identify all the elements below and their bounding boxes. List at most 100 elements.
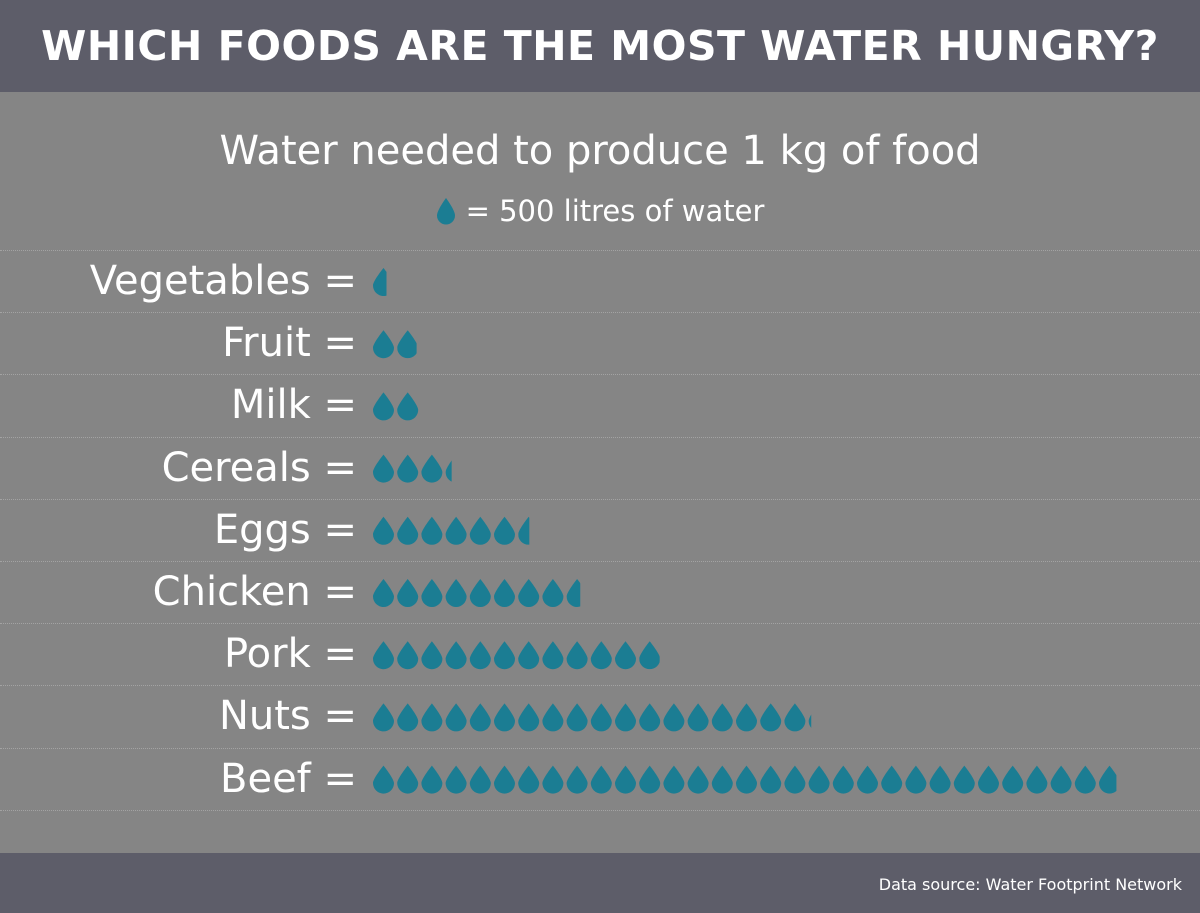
category-label: Nuts = bbox=[218, 693, 357, 740]
category-label: Pork = bbox=[223, 631, 357, 678]
drop-row-cereals bbox=[373, 454, 452, 483]
water-drop-icon bbox=[397, 392, 419, 421]
water-drop-icon bbox=[445, 579, 467, 607]
category-label: Cereals = bbox=[161, 444, 357, 491]
water-drop-icon bbox=[421, 703, 443, 732]
water-drop-icon bbox=[784, 765, 806, 794]
water-drop-icon bbox=[436, 198, 455, 225]
chart-title: Water needed to produce 1 kg of food bbox=[219, 128, 981, 174]
water-drop-icon bbox=[445, 765, 467, 794]
row-divider bbox=[0, 809, 1200, 811]
water-drop-icon bbox=[397, 454, 419, 483]
water-drop-icon bbox=[663, 765, 685, 794]
water-drop-icon bbox=[639, 703, 661, 732]
water-drop-icon bbox=[566, 703, 588, 732]
drop-row-chicken bbox=[373, 579, 581, 607]
water-drop-icon bbox=[373, 516, 394, 545]
water-drop-icon bbox=[469, 765, 491, 794]
water-drop-icon bbox=[373, 454, 394, 483]
water-drop-icon bbox=[518, 579, 540, 607]
water-drop-icon bbox=[397, 641, 419, 670]
water-drop-icon bbox=[590, 703, 612, 732]
water-drop-icon bbox=[784, 703, 806, 732]
row-divider bbox=[0, 747, 1200, 749]
water-drop-icon bbox=[469, 641, 491, 670]
water-drop-partial-icon bbox=[639, 641, 660, 670]
row-divider bbox=[0, 312, 1200, 314]
water-drop-icon bbox=[615, 641, 636, 670]
water-drop-icon bbox=[445, 703, 467, 732]
water-drop-icon bbox=[711, 703, 733, 732]
water-drop-icon bbox=[663, 703, 685, 732]
water-drop-icon bbox=[566, 641, 588, 670]
water-drop-icon bbox=[494, 641, 515, 670]
water-drop-icon bbox=[615, 703, 636, 732]
water-drop-icon bbox=[542, 765, 564, 794]
row-divider bbox=[0, 560, 1200, 562]
water-drop-icon bbox=[590, 641, 612, 670]
water-drop-icon bbox=[469, 579, 491, 607]
page-title: WHICH FOODS ARE THE MOST WATER HUNGRY? bbox=[41, 22, 1159, 70]
water-drop-icon bbox=[494, 579, 515, 607]
water-drop-partial-icon bbox=[1099, 765, 1117, 794]
water-drop-icon bbox=[760, 703, 782, 732]
water-drop-partial-icon bbox=[808, 714, 812, 728]
category-label: Fruit = bbox=[222, 320, 357, 367]
water-drop-icon bbox=[832, 765, 854, 794]
water-drop-icon bbox=[494, 516, 515, 545]
header-bar: WHICH FOODS ARE THE MOST WATER HUNGRY? bbox=[0, 0, 1200, 92]
water-drop-partial-icon bbox=[397, 330, 417, 359]
row-divider bbox=[0, 498, 1200, 500]
water-drop-icon bbox=[373, 330, 394, 359]
water-drop-icon bbox=[469, 516, 491, 545]
category-label: Vegetables = bbox=[89, 258, 357, 304]
water-drop-icon bbox=[373, 579, 394, 607]
legend-label: = 500 litres of water bbox=[465, 194, 765, 228]
water-drop-partial-icon bbox=[518, 516, 530, 545]
water-drop-icon bbox=[808, 765, 830, 794]
water-drop-icon bbox=[518, 703, 540, 732]
water-drop-icon bbox=[615, 765, 636, 794]
water-drop-icon bbox=[1026, 765, 1048, 794]
category-label: Milk = bbox=[230, 382, 357, 429]
water-drop-icon bbox=[590, 765, 612, 794]
water-drop-partial-icon bbox=[373, 268, 387, 296]
drop-row-nuts bbox=[373, 703, 812, 732]
drop-row-eggs bbox=[373, 516, 530, 545]
row-divider bbox=[0, 623, 1200, 625]
water-drop-icon bbox=[929, 765, 951, 794]
water-drop-icon bbox=[687, 703, 709, 732]
water-drop-icon bbox=[1074, 765, 1096, 794]
row-divider bbox=[0, 436, 1200, 438]
water-drop-icon bbox=[469, 703, 491, 732]
water-drop-icon bbox=[494, 765, 515, 794]
water-drop-icon bbox=[518, 641, 540, 670]
drop-row-milk bbox=[373, 392, 419, 421]
water-drop-icon bbox=[978, 765, 999, 794]
water-drop-icon bbox=[421, 516, 443, 545]
water-drop-icon bbox=[566, 765, 588, 794]
water-drop-icon bbox=[397, 765, 419, 794]
water-drop-icon bbox=[421, 765, 443, 794]
drop-row-pork bbox=[373, 641, 660, 670]
water-drop-icon bbox=[445, 641, 467, 670]
row-divider bbox=[0, 685, 1200, 687]
water-drop-icon bbox=[857, 765, 878, 794]
water-drop-icon bbox=[905, 765, 927, 794]
data-source: Data source: Water Footprint Network bbox=[878, 875, 1182, 894]
water-drop-icon bbox=[687, 765, 709, 794]
water-drop-icon bbox=[373, 765, 394, 794]
water-drop-icon bbox=[542, 641, 564, 670]
water-drop-icon bbox=[445, 516, 467, 545]
drop-row-fruit bbox=[373, 330, 417, 359]
water-drop-icon bbox=[494, 703, 515, 732]
water-drop-icon bbox=[760, 765, 782, 794]
water-drop-icon bbox=[542, 579, 564, 607]
water-drop-icon bbox=[1002, 765, 1024, 794]
water-drop-icon bbox=[373, 703, 394, 732]
water-drop-icon bbox=[711, 765, 733, 794]
water-drop-icon bbox=[373, 641, 394, 670]
water-drop-icon bbox=[542, 703, 564, 732]
water-drop-icon bbox=[373, 392, 394, 421]
water-drop-icon bbox=[736, 703, 757, 732]
